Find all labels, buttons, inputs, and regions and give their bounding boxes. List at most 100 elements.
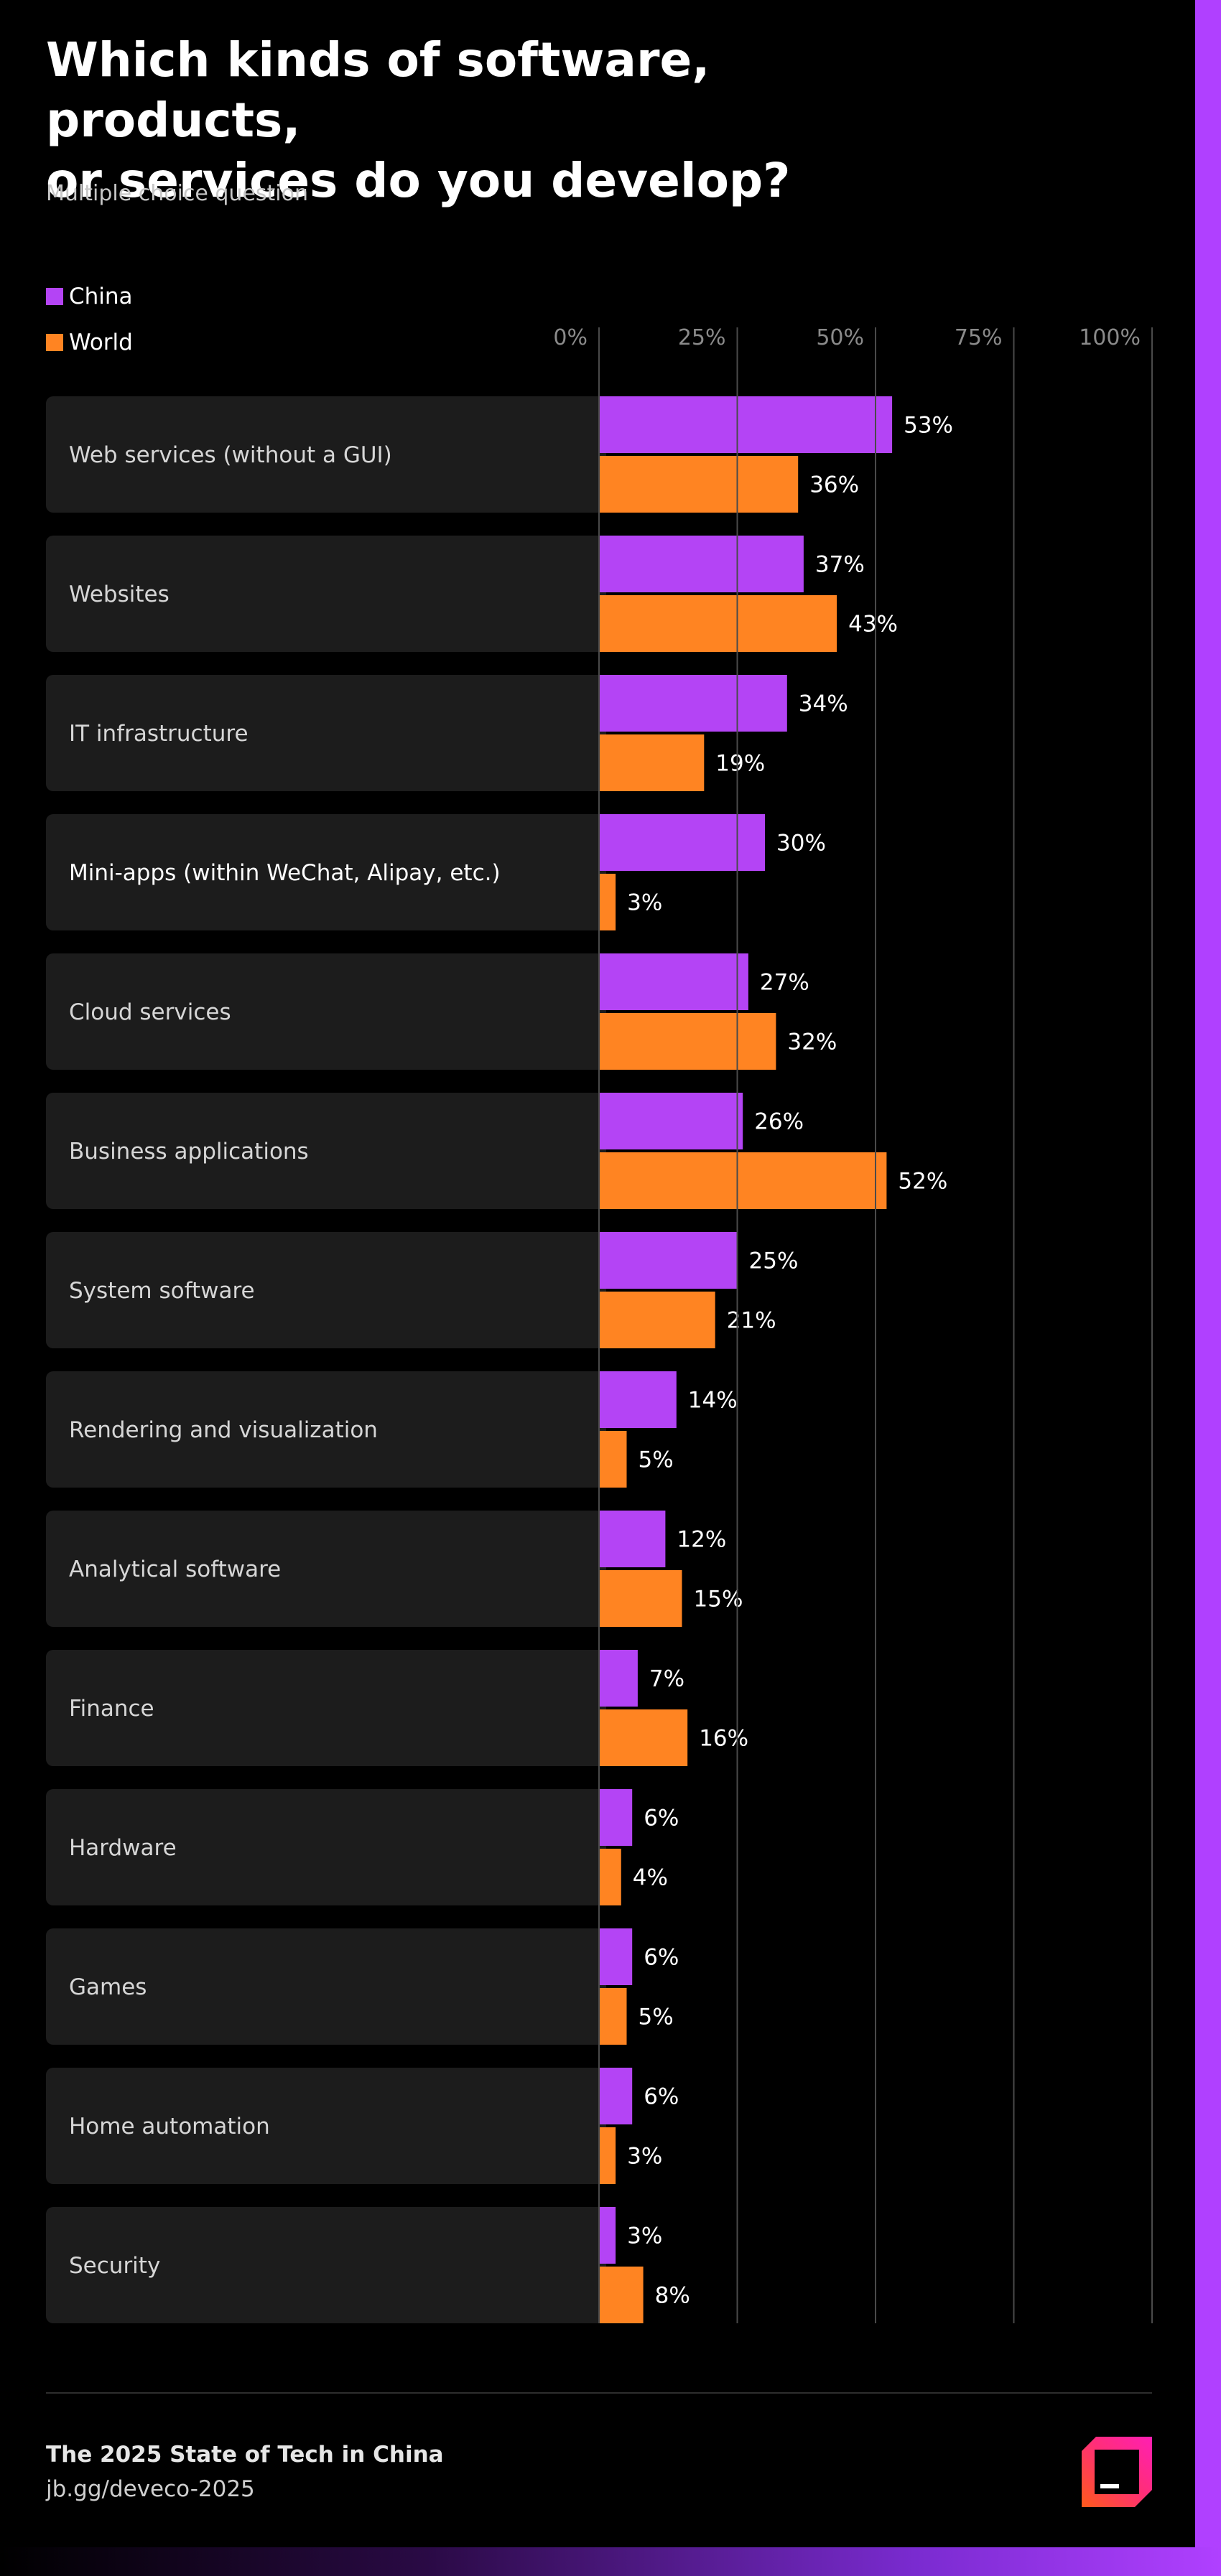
bar-world — [599, 2127, 616, 2184]
legend-label-china: China — [69, 284, 133, 309]
x-tick-label: 100% — [1079, 325, 1141, 350]
category-label: Cloud services — [69, 999, 231, 1025]
category-row-background — [46, 675, 606, 791]
category-label: Security — [69, 2253, 160, 2279]
bar-chart: Web services (without a GUI) Websites IT i… — [46, 325, 1153, 2323]
data-label-world: 3% — [627, 890, 662, 916]
bar-world — [599, 1013, 776, 1070]
category-label: Finance — [69, 1696, 154, 1722]
data-label-world: 4% — [633, 1865, 668, 1891]
data-label-china: 34% — [799, 691, 848, 717]
x-tick-label: 0% — [553, 325, 588, 350]
data-label-china: 3% — [627, 2223, 662, 2249]
category-label: Games — [69, 1974, 147, 2000]
category-row-background — [46, 536, 606, 652]
data-label-world: 3% — [627, 2144, 662, 2170]
data-label-china: 6% — [644, 2084, 679, 2110]
infographic-panel: Which kinds of software, products, or se… — [46, 32, 1153, 2507]
category-label: Rendering and visualization — [69, 1417, 378, 1443]
data-label-world: 36% — [809, 472, 859, 498]
data-label-china: 53% — [904, 413, 953, 439]
x-tick-label: 50% — [816, 325, 864, 350]
legend-label-world: World — [69, 330, 133, 355]
data-label-china: 37% — [815, 552, 865, 578]
bar-world — [599, 1570, 682, 1627]
bar-china — [599, 396, 893, 453]
data-label-china: 6% — [644, 1806, 679, 1831]
bar-china — [599, 1789, 633, 1846]
category-label: Mini-apps (within WeChat, Alipay, etc.) — [69, 860, 501, 886]
category-label: Hardware — [69, 1835, 177, 1861]
data-label-china: 14% — [688, 1388, 738, 1414]
data-label-world: 5% — [639, 2005, 674, 2030]
data-label-world: 32% — [787, 1030, 837, 1055]
legend-swatch-world — [46, 334, 63, 351]
legend-item-china: China — [46, 284, 133, 309]
bar-world — [599, 1849, 621, 1905]
category-row-background — [46, 1511, 606, 1627]
category-label: IT infrastructure — [69, 721, 249, 747]
data-label-china: 30% — [776, 831, 826, 857]
x-tick-label: 75% — [955, 325, 1003, 350]
footer-title: The 2025 State of Tech in China — [46, 2442, 444, 2468]
category-row-background — [46, 2207, 606, 2323]
data-label-world: 15% — [694, 1587, 743, 1613]
bar-world — [599, 1431, 627, 1488]
legend-item-world: World — [46, 330, 133, 355]
bar-world — [599, 1709, 688, 1766]
category-row-background — [46, 1232, 606, 1348]
data-label-world: 16% — [699, 1726, 748, 1752]
x-tick-label: 25% — [678, 325, 726, 350]
data-label-china: 26% — [754, 1109, 804, 1135]
data-label-china: 12% — [677, 1527, 726, 1553]
jetbrains-logo-icon — [1082, 2437, 1152, 2507]
bar-world — [599, 1988, 627, 2045]
data-label-world: 52% — [898, 1169, 947, 1195]
category-row-background — [46, 1789, 606, 1905]
category-label: Business applications — [69, 1139, 309, 1165]
bar-china — [599, 953, 748, 1010]
chart-subtitle: Multiple choice question — [46, 181, 308, 206]
data-label-world: 21% — [727, 1308, 776, 1334]
data-label-world: 8% — [655, 2283, 690, 2309]
bar-china — [599, 1371, 677, 1428]
category-row-background — [46, 1371, 606, 1488]
data-label-china: 6% — [644, 1945, 679, 1971]
category-row-background — [46, 953, 606, 1070]
bar-china — [599, 675, 787, 732]
data-label-world: 19% — [715, 751, 765, 777]
bar-china — [599, 2068, 633, 2124]
bar-world — [599, 2267, 644, 2323]
category-label: Web services (without a GUI) — [69, 442, 392, 468]
category-label: Home automation — [69, 2114, 270, 2139]
data-label-china: 7% — [649, 1666, 684, 1692]
category-label: System software — [69, 1278, 255, 1304]
category-row-background — [46, 1093, 606, 1209]
category-label: Analytical software — [69, 1557, 281, 1582]
footer-link[interactable]: jb.gg/deveco-2025 — [46, 2476, 255, 2502]
footer-divider — [46, 2392, 1152, 2394]
bar-china — [599, 1650, 638, 1707]
bar-china — [599, 2207, 616, 2264]
category-row-background — [46, 1928, 606, 2045]
category-row-background — [46, 1650, 606, 1766]
right-accent-border — [1195, 0, 1221, 2576]
category-label: Websites — [69, 582, 170, 607]
bar-china — [599, 814, 765, 871]
bar-world — [599, 734, 705, 791]
chart-title: Which kinds of software, products, or se… — [46, 32, 791, 208]
bar-china — [599, 1093, 743, 1149]
bar-world — [599, 595, 837, 652]
data-label-china: 25% — [749, 1249, 799, 1274]
category-row-background — [46, 396, 606, 513]
bar-world — [599, 874, 616, 930]
bar-china — [599, 1232, 738, 1289]
bar-china — [599, 1511, 666, 1567]
bar-china — [599, 1928, 633, 1985]
bar-world — [599, 1292, 715, 1348]
data-label-china: 27% — [760, 970, 809, 996]
bar-china — [599, 536, 804, 592]
bar-world — [599, 456, 799, 513]
legend-swatch-china — [46, 288, 63, 305]
bar-world — [599, 1152, 887, 1209]
